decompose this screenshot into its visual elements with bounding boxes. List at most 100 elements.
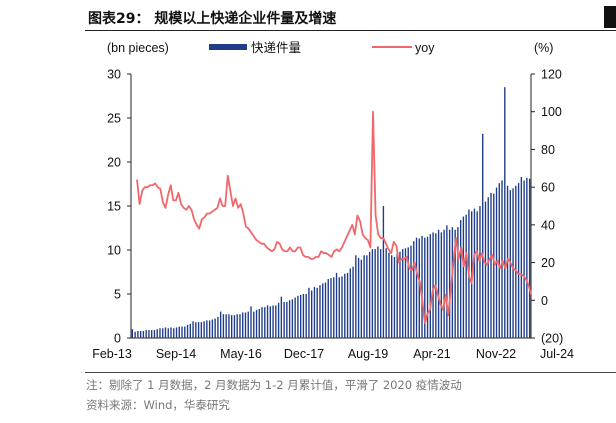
left-tick-label: 5 (114, 288, 121, 302)
volume-bar (338, 277, 340, 338)
volume-bar (479, 206, 481, 338)
volume-bar (311, 290, 313, 338)
volume-bar (432, 232, 434, 338)
volume-bar (145, 330, 147, 338)
legend-bar-swatch (209, 44, 247, 50)
volume-bar (189, 323, 191, 338)
volume-bar (151, 330, 153, 338)
volume-bar (355, 255, 357, 338)
volume-bar (451, 227, 454, 338)
volume-bar (459, 220, 462, 338)
volume-bar (162, 328, 164, 338)
right-tick-label: 40 (541, 218, 555, 232)
volume-bar (291, 299, 294, 338)
volume-bar (178, 326, 180, 338)
volume-bar (446, 225, 448, 338)
title-rule (85, 30, 616, 31)
volume-bar (184, 326, 186, 338)
volume-bar (391, 255, 393, 338)
volume-bar (498, 183, 500, 338)
right-tick-label: 80 (541, 143, 555, 157)
volume-bar (476, 211, 478, 338)
chart-canvas: 0 5 10 15 20 25 30 (20) 0 20 40 60 80 100 120 Feb-13 Sep… (92, 41, 574, 361)
volume-bar (164, 327, 167, 338)
volume-bar (219, 311, 222, 338)
volume-bar (413, 241, 415, 338)
right-axis-unit: (%) (534, 41, 553, 55)
volume-bar (517, 183, 520, 338)
legend: 快递件量 yoy (209, 41, 435, 55)
left-tick-label: 30 (107, 68, 121, 82)
volume-bar (134, 331, 136, 338)
volume-bar (399, 251, 401, 338)
volume-bar (523, 180, 525, 338)
volume-bar (228, 314, 230, 338)
volume-bar (275, 305, 277, 338)
volume-bar (153, 330, 156, 338)
volume-bar (170, 327, 172, 338)
volume-bar (374, 249, 376, 338)
volume-bar (277, 302, 280, 338)
volume-bar (206, 320, 208, 338)
volume-bar (482, 133, 484, 338)
volume-bar (322, 283, 324, 338)
left-tick-label: 10 (107, 244, 121, 258)
volume-bar (327, 279, 329, 338)
volume-bar (440, 232, 443, 338)
volume-bar (377, 246, 379, 338)
volume-bar (302, 294, 305, 338)
volume-bar (360, 259, 363, 338)
volume-bar (357, 257, 360, 338)
volume-bar (225, 314, 227, 338)
volume-bar (437, 229, 440, 338)
legend-bar-label: 快递件量 (251, 41, 301, 55)
volume-bar (280, 296, 283, 338)
volume-bar (266, 305, 269, 338)
left-tick-label: 25 (107, 112, 121, 126)
chart-note: 注：剔除了 1 月数据，2 月数据为 1-2 月累计值，平滑了 2020 疫情波… (86, 378, 462, 392)
x-tick-label: Aug-19 (348, 347, 388, 361)
volume-bar (286, 301, 288, 338)
right-tick-label: 20 (541, 256, 555, 270)
volume-bar (429, 234, 431, 338)
volume-bar (393, 257, 396, 338)
volume-bar (233, 315, 236, 338)
volume-bar (465, 214, 467, 338)
volume-bar (211, 319, 214, 338)
volume-bar (484, 201, 487, 338)
left-tick-label: 15 (107, 200, 121, 214)
volume-bar (239, 314, 241, 338)
volume-bar (335, 272, 338, 338)
volume-bar (371, 249, 374, 338)
volume-bar (379, 249, 382, 338)
x-tick-label: Apr-21 (413, 347, 451, 361)
volume-bar (217, 316, 219, 338)
volume-bar (299, 294, 302, 338)
footer-rule (85, 372, 616, 373)
volume-bar (346, 272, 349, 338)
volume-bar (308, 287, 310, 338)
volume-bar (410, 245, 412, 338)
volume-bar (200, 322, 203, 338)
volume-bar (341, 276, 343, 338)
volume-bar (520, 176, 523, 338)
x-tick-label: May-16 (220, 347, 262, 361)
volume-bar (261, 307, 263, 338)
volume-bar (415, 237, 418, 338)
volume-bar (421, 235, 423, 338)
volume-bar (424, 237, 426, 338)
volume-bar (197, 322, 200, 338)
volume-bar (385, 248, 387, 338)
volume-bar (528, 178, 531, 338)
volume-bar (247, 311, 249, 338)
volume-bar (366, 255, 368, 338)
volume-bar (443, 229, 445, 338)
volume-bar (214, 318, 216, 338)
chart-source: 资料来源：Wind，华泰研究 (86, 398, 230, 412)
volume-bar (137, 330, 139, 338)
volume-bar (297, 295, 299, 338)
volume-bar (349, 268, 351, 338)
volume-bar (504, 87, 506, 338)
x-tick-label: Dec-17 (284, 347, 324, 361)
volume-bar (404, 248, 407, 338)
